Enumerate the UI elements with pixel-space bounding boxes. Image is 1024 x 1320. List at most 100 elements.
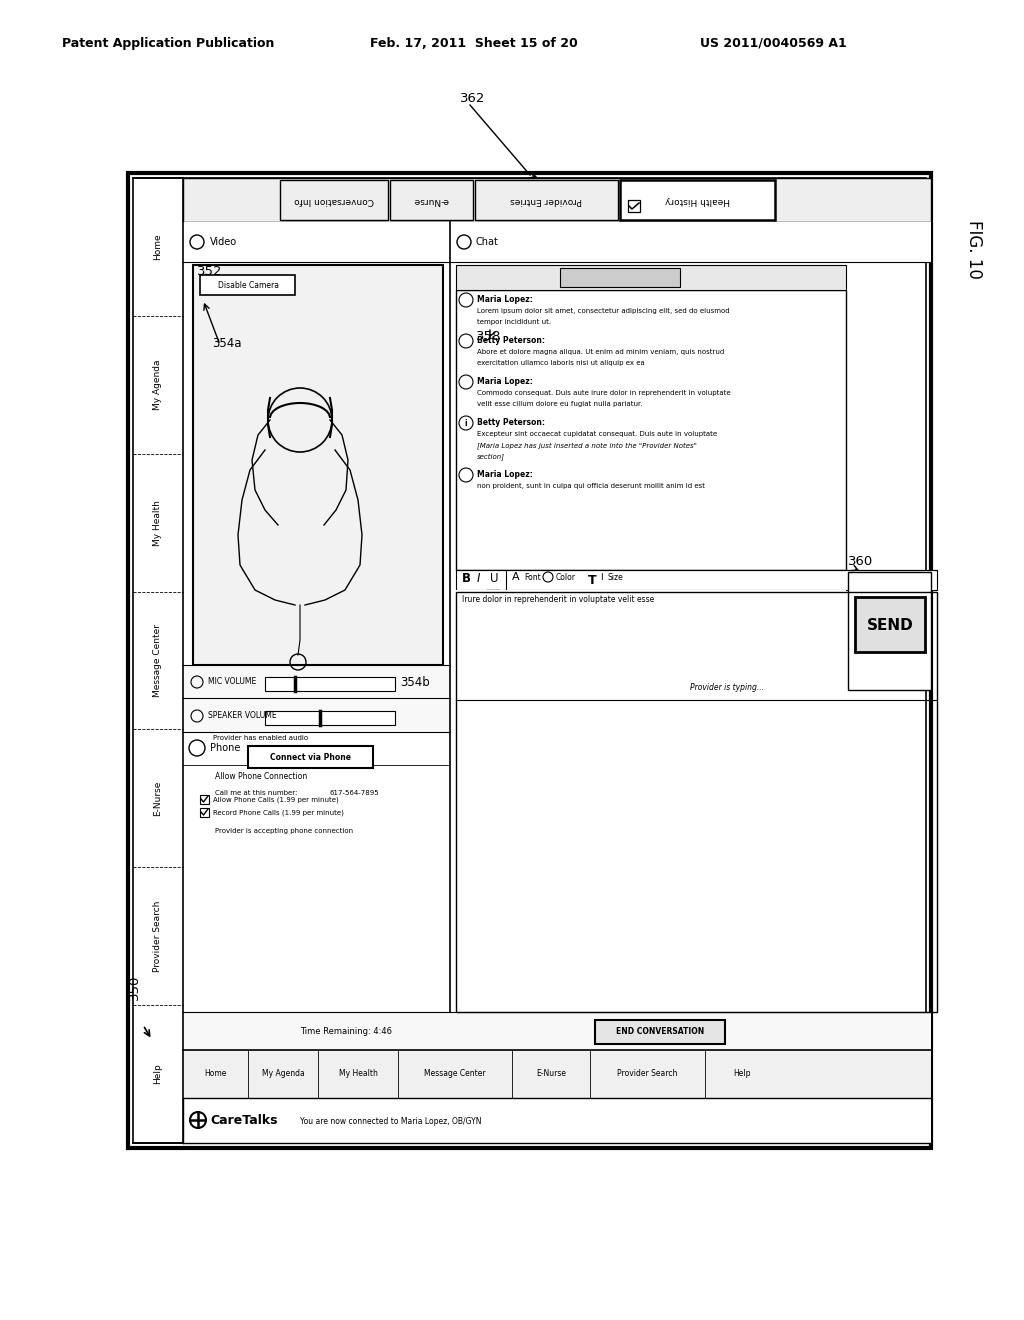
Bar — [200, 275, 295, 294]
Bar — [456, 265, 846, 290]
Bar — [128, 173, 931, 1148]
Text: velit esse cillum dolore eu fugiat nulla pariatur.: velit esse cillum dolore eu fugiat nulla… — [477, 401, 642, 407]
Text: section]: section] — [477, 453, 505, 459]
Text: Betty Peterson:: Betty Peterson: — [477, 337, 545, 345]
Bar — [456, 290, 846, 570]
Bar — [183, 700, 450, 733]
Text: A: A — [512, 572, 519, 582]
Text: My Agenda: My Agenda — [154, 359, 163, 411]
Text: Chat: Chat — [476, 238, 499, 247]
Text: Betty Peterson:: Betty Peterson: — [477, 418, 545, 426]
Text: MIC VOLUME: MIC VOLUME — [208, 677, 256, 686]
Text: Lorem ipsum dolor sit amet, consectetur adipiscing elit, sed do eiusmod: Lorem ipsum dolor sit amet, consectetur … — [477, 308, 730, 314]
Bar — [456, 591, 937, 1012]
Bar — [183, 222, 450, 261]
Text: Provider is accepting phone connection: Provider is accepting phone connection — [215, 828, 353, 834]
Text: Size: Size — [607, 573, 623, 582]
Text: 354a: 354a — [212, 337, 242, 350]
Text: I: I — [600, 573, 603, 582]
Text: e-Nurse: e-Nurse — [414, 195, 449, 205]
Text: i: i — [465, 418, 467, 428]
Text: 360: 360 — [848, 554, 873, 568]
Bar — [848, 572, 931, 690]
Text: E-Nurse: E-Nurse — [536, 1069, 566, 1078]
Text: Maria Lopez:: Maria Lopez: — [477, 470, 532, 479]
Bar — [620, 180, 775, 220]
Text: SEND: SEND — [866, 618, 913, 632]
Text: 358: 358 — [476, 330, 502, 343]
Text: Excepteur sint occaecat cupidatat consequat. Duis aute in voluptate: Excepteur sint occaecat cupidatat conseq… — [477, 432, 717, 437]
Bar — [183, 665, 450, 698]
Bar — [265, 677, 395, 690]
Bar — [248, 746, 373, 768]
Text: Abore et dolore magna aliqua. Ut enim ad minim veniam, quis nostrud: Abore et dolore magna aliqua. Ut enim ad… — [477, 348, 724, 355]
Bar — [133, 178, 926, 1143]
Bar — [193, 265, 443, 665]
Text: Maria Lopez:: Maria Lopez: — [477, 294, 532, 304]
Text: I: I — [477, 572, 480, 585]
Text: Commodo consequat. Duis aute irure dolor in reprehenderit in voluptate: Commodo consequat. Duis aute irure dolor… — [477, 389, 731, 396]
Bar — [183, 733, 450, 1012]
Bar — [855, 597, 925, 652]
Text: B: B — [462, 572, 471, 585]
Text: Font: Font — [524, 573, 541, 582]
Text: 362: 362 — [460, 92, 485, 106]
Text: Home: Home — [154, 234, 163, 260]
Text: Disable Camera: Disable Camera — [217, 281, 279, 289]
Bar — [456, 590, 846, 700]
Text: Connect via Phone: Connect via Phone — [269, 752, 350, 762]
Text: Message Center: Message Center — [154, 624, 163, 697]
Bar — [390, 180, 473, 220]
Text: You are now connected to Maria Lopez, OB/GYN: You are now connected to Maria Lopez, OB… — [300, 1117, 481, 1126]
Text: Provider Entries: Provider Entries — [510, 195, 582, 205]
Text: exercitation ullamco laboris nisi ut aliquip ex ea: exercitation ullamco laboris nisi ut ali… — [477, 360, 645, 366]
Bar — [475, 180, 618, 220]
Bar — [183, 1098, 931, 1143]
Text: Allow Phone Connection: Allow Phone Connection — [215, 772, 307, 781]
Bar — [280, 180, 388, 220]
Bar — [265, 711, 395, 725]
Text: My Health: My Health — [339, 1069, 378, 1078]
Bar — [456, 570, 937, 590]
Bar — [450, 222, 931, 261]
Text: Allow Phone Calls (1.99 per minute): Allow Phone Calls (1.99 per minute) — [213, 797, 339, 804]
Text: 617-564-7895: 617-564-7895 — [330, 789, 380, 796]
Text: Call me at this number:: Call me at this number: — [215, 789, 297, 796]
Bar — [560, 268, 680, 286]
Text: Provider has enabled audio: Provider has enabled audio — [213, 735, 308, 741]
Text: Record Phone Calls (1.99 per minute): Record Phone Calls (1.99 per minute) — [213, 809, 344, 816]
Bar — [628, 201, 640, 213]
Text: Color: Color — [556, 573, 575, 582]
Text: Maria Lopez:: Maria Lopez: — [477, 378, 532, 385]
Text: non proident, sunt in culpa qui officia deserunt mollit anim id est: non proident, sunt in culpa qui officia … — [477, 483, 705, 488]
Text: tempor incididunt ut.: tempor incididunt ut. — [477, 319, 551, 325]
Text: END CONVERSATION: END CONVERSATION — [615, 1027, 705, 1036]
Text: My Health: My Health — [154, 500, 163, 545]
Text: Health History: Health History — [665, 195, 729, 205]
Bar — [200, 808, 209, 817]
Text: E-Nurse: E-Nurse — [154, 780, 163, 816]
Text: FIG. 10: FIG. 10 — [965, 220, 983, 279]
Bar — [183, 1049, 931, 1098]
Text: Home: Home — [205, 1069, 226, 1078]
Text: 352: 352 — [197, 265, 222, 279]
Bar — [183, 1012, 931, 1049]
Text: Provider Search: Provider Search — [617, 1069, 678, 1078]
Bar — [595, 1020, 725, 1044]
Text: Message Center: Message Center — [424, 1069, 485, 1078]
Bar — [200, 795, 209, 804]
Text: Irure dolor in reprehenderit in voluptate velit esse: Irure dolor in reprehenderit in voluptat… — [462, 595, 654, 605]
Text: [Maria Lopez has just inserted a note into the "Provider Notes": [Maria Lopez has just inserted a note in… — [477, 442, 697, 449]
Bar — [133, 178, 183, 1143]
Text: My Agenda: My Agenda — [261, 1069, 304, 1078]
Text: Phone: Phone — [210, 743, 241, 752]
Text: Help: Help — [734, 1069, 752, 1078]
Text: Patent Application Publication: Patent Application Publication — [62, 37, 274, 50]
Bar — [183, 178, 931, 222]
Text: 350: 350 — [128, 974, 141, 1001]
Text: Feb. 17, 2011  Sheet 15 of 20: Feb. 17, 2011 Sheet 15 of 20 — [370, 37, 578, 50]
Text: U: U — [490, 572, 499, 585]
Text: T: T — [588, 574, 597, 587]
Text: Provider is typing...: Provider is typing... — [690, 682, 764, 692]
Text: Conversation Info: Conversation Info — [294, 195, 374, 205]
